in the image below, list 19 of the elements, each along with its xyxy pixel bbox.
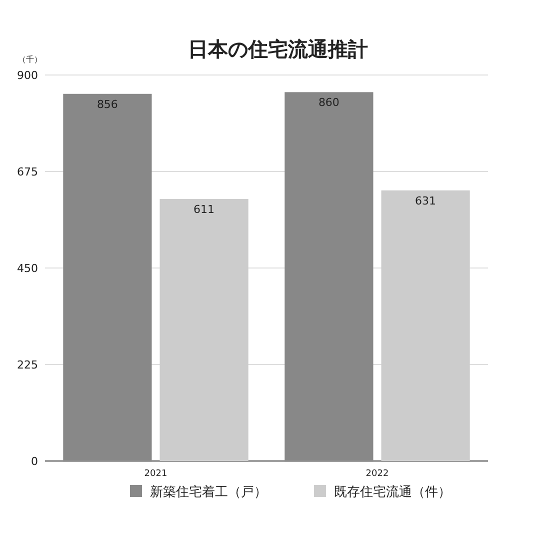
y-tick-label: 675 [17,166,38,178]
y-axis-title: （千） [18,55,42,64]
x-tick-label: 2021 [144,469,168,479]
data-label: 856 [96,98,118,111]
bar [284,92,374,461]
y-tick-label: 225 [17,358,38,372]
bar [63,94,152,461]
data-label: 860 [318,96,340,110]
y-tick-label: 450 [17,262,38,275]
legend-label: 新築住宅着工（戸） [150,484,267,500]
bar [160,198,248,461]
y-tick-label: 0 [31,455,38,468]
y-tick-label: 900 [17,69,38,82]
bar [381,190,470,461]
legend-label: 既存住宅流通（件） [334,484,451,500]
x-tick-label: 2022 [366,469,389,479]
data-label: 631 [415,194,436,208]
data-label: 611 [194,202,215,216]
chart-title: 日本の住宅流通推計 [188,37,368,61]
